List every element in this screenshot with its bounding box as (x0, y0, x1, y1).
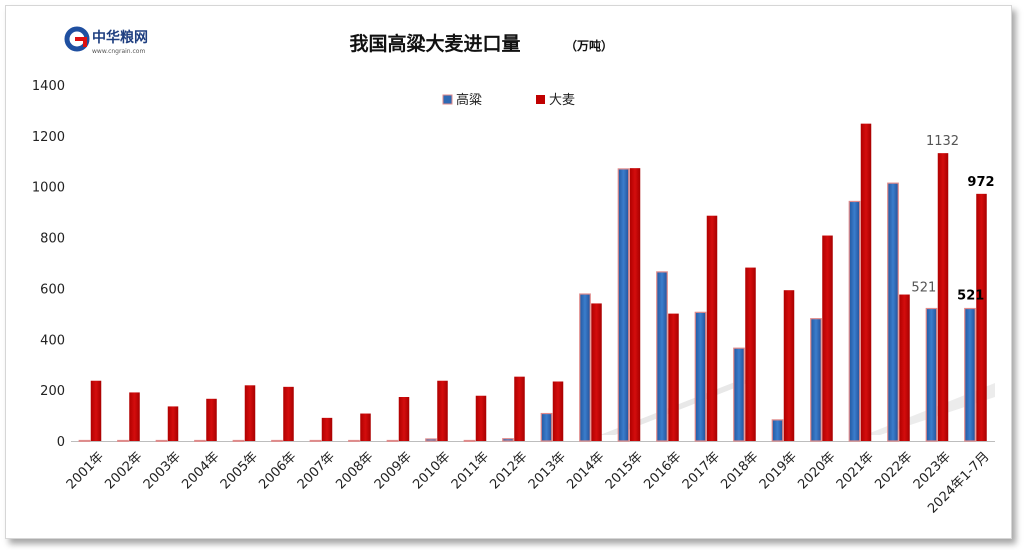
x-tick-label: 2001年 (64, 449, 107, 492)
logo-mark-accent-icon (75, 37, 87, 47)
bar-barley (976, 193, 987, 441)
y-tick-label: 600 (40, 282, 65, 297)
data-labels: 521 1132 521 972 (911, 134, 994, 303)
bar-barley (668, 313, 679, 441)
logo-name: 中华粮网 (92, 29, 148, 46)
bar-barley (360, 413, 371, 441)
bar-barley (822, 235, 833, 441)
bar-barley (283, 386, 294, 441)
data-label: 521 (911, 281, 936, 296)
y-tick-label: 1400 (32, 79, 65, 94)
bar-sorghum (117, 439, 129, 442)
x-tick-label: 2004年 (179, 449, 222, 492)
bar-barley (90, 380, 102, 441)
x-tick-label: 2003年 (141, 449, 184, 492)
legend-label-barley: 大麦 (549, 93, 575, 108)
bar-barley (706, 215, 718, 441)
bar-sorghum (78, 439, 91, 442)
x-tick-label: 2007年 (295, 449, 338, 492)
x-tick-label: 2017年 (680, 449, 723, 492)
chart-title-group: 我国高粱大麦进口量 （万吨） (349, 32, 613, 55)
bar-barley (552, 381, 564, 441)
bar-sorghum (194, 439, 206, 442)
x-tick-label: 2005年 (218, 449, 261, 492)
bar-barley (514, 376, 525, 441)
bar-barley (860, 123, 872, 441)
chart-unit: （万吨） (565, 38, 613, 53)
y-tick-label: 400 (40, 333, 65, 348)
data-label: 1132 (926, 134, 959, 149)
bar-sorghum (964, 307, 976, 442)
x-tick-label: 2021年 (834, 449, 877, 492)
bar-barley (206, 398, 217, 441)
x-tick-label: 2010年 (410, 449, 453, 492)
bar-barley (475, 395, 487, 441)
x-tick-label: 2011年 (449, 449, 492, 492)
bar-barley (437, 380, 448, 441)
bar-sorghum (232, 439, 245, 442)
x-tick-label: 2012年 (487, 449, 530, 492)
bar-sorghum (309, 439, 322, 442)
x-tick-label: 2002年 (102, 449, 145, 492)
bar-sorghum (425, 438, 437, 442)
logo: 中华粮网 www.cngrain.com (64, 26, 148, 55)
logo-url: www.cngrain.com (92, 48, 145, 55)
x-tick-label: 2016年 (641, 449, 684, 492)
legend-swatch-sorghum (442, 94, 453, 105)
x-tick-label: 2008年 (333, 449, 376, 492)
x-tick-label: 2022年 (872, 449, 915, 492)
bar-sorghum (925, 307, 938, 442)
bar-barley (321, 417, 333, 441)
bars (78, 123, 987, 442)
bar-barley (398, 397, 410, 441)
chart-canvas: 中华粮网 www.cngrain.com 我国高粱大麦进口量 （万吨） 高粱 大… (32, 26, 995, 517)
x-tick-label: 2014年 (564, 449, 607, 492)
x-tick-label: 2013年 (526, 449, 569, 492)
bar-barley (129, 392, 140, 441)
data-label: 521 (957, 289, 984, 304)
y-tick-label: 200 (40, 384, 65, 399)
bar-sorghum (617, 168, 630, 442)
bar-barley (244, 385, 256, 441)
bar-sorghum (271, 439, 283, 442)
bar-sorghum (502, 438, 514, 442)
y-tick-label: 1000 (32, 181, 65, 196)
bar-sorghum (848, 200, 861, 442)
x-tick-label: 2018年 (718, 449, 761, 492)
bar-sorghum (771, 419, 784, 442)
bar-sorghum (348, 439, 360, 442)
bar-sorghum (887, 182, 899, 442)
bar-barley (167, 406, 179, 441)
data-label: 972 (967, 175, 994, 190)
bar-sorghum (733, 347, 745, 442)
x-tick-label: 2006年 (256, 449, 299, 492)
bar-barley (937, 153, 949, 442)
legend-swatch-barley (536, 95, 545, 104)
legend-label-sorghum: 高粱 (456, 92, 482, 108)
x-tick-label: 2015年 (603, 449, 646, 492)
legend: 高粱 大麦 (442, 92, 575, 108)
x-tick-label: 2020年 (795, 449, 838, 492)
chart-frame (5, 5, 1012, 539)
y-tick-label: 0 (57, 435, 65, 450)
bar-sorghum (579, 293, 591, 442)
bar-barley (629, 168, 641, 441)
bar-sorghum (656, 271, 668, 442)
bar-sorghum (386, 439, 399, 442)
x-tick-label: 2009年 (372, 449, 415, 492)
bar-sorghum (810, 318, 822, 442)
bar-sorghum (694, 311, 707, 442)
bar-sorghum (463, 439, 476, 442)
bar-sorghum (540, 412, 553, 442)
bar-sorghum (155, 439, 168, 442)
bar-barley (899, 294, 910, 441)
bar-barley (591, 303, 602, 441)
y-tick-label: 1200 (32, 130, 65, 145)
bar-barley (783, 290, 795, 441)
bar-barley (745, 267, 756, 441)
chart-title: 我国高粱大麦进口量 (349, 32, 520, 55)
y-tick-label: 800 (40, 232, 65, 247)
x-tick-label: 2019年 (757, 449, 800, 492)
